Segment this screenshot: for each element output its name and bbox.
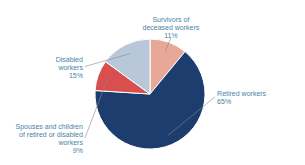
svg-text:Retired workers65%: Retired workers65%: [217, 89, 267, 104]
svg-text:Spouses and childrenof retired: Spouses and childrenof retired or disabl…: [16, 123, 84, 154]
svg-text:Survivors ofdeceased workers11: Survivors ofdeceased workers11%: [142, 15, 199, 38]
svg-text:Disabledworkers15%: Disabledworkers15%: [56, 55, 84, 78]
